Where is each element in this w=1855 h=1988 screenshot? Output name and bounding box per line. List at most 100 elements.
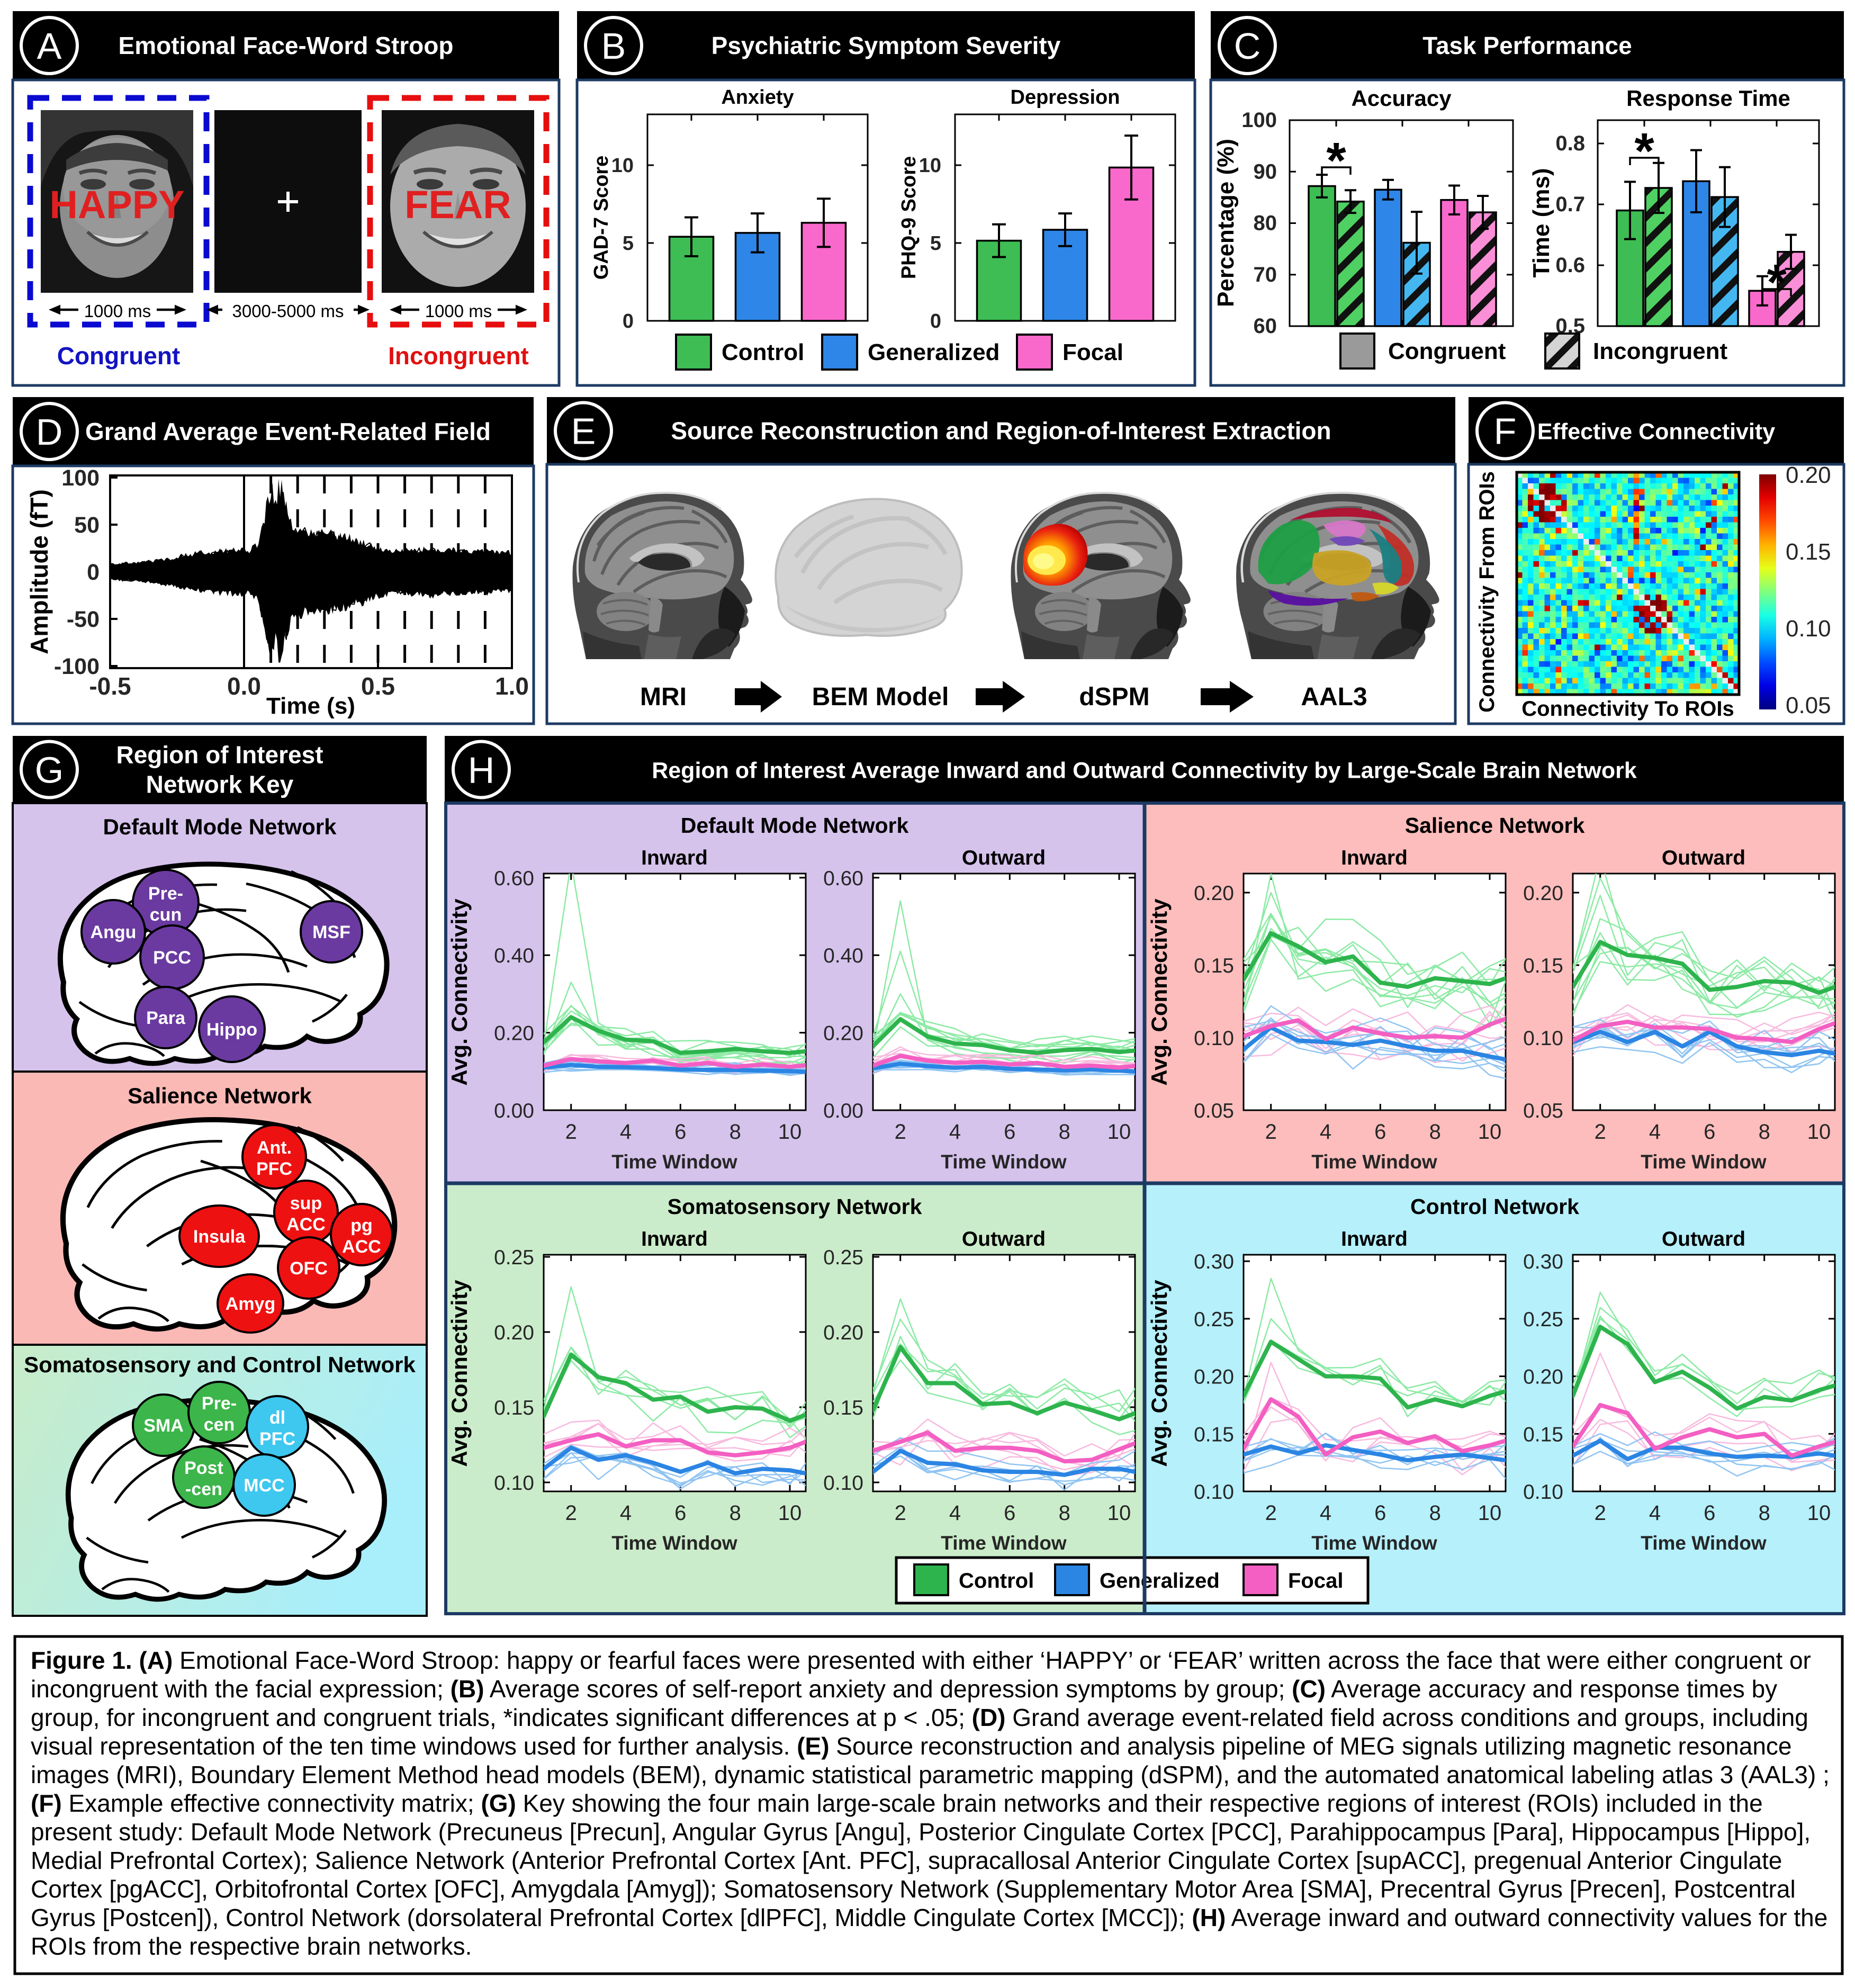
svg-text:Response Time: Response Time <box>1626 86 1790 111</box>
svg-text:Incongruent: Incongruent <box>1593 338 1728 364</box>
svg-text:4: 4 <box>1320 1501 1331 1525</box>
svg-text:0.20: 0.20 <box>1786 462 1831 488</box>
svg-text:50: 50 <box>74 512 100 538</box>
svg-text:Connectivity To ROIs: Connectivity To ROIs <box>1521 697 1734 721</box>
svg-text:Salience Network: Salience Network <box>128 1083 312 1108</box>
svg-text:dSPM: dSPM <box>1079 683 1149 711</box>
svg-text:Time Window: Time Window <box>611 1151 737 1173</box>
svg-text:Connectivity From ROIs: Connectivity From ROIs <box>1475 471 1499 713</box>
svg-text:E: E <box>571 411 596 452</box>
svg-text:incongruent with the facial ex: incongruent with the facial expression; … <box>31 1675 1777 1703</box>
svg-text:images (MRI), Boundary Element: images (MRI), Boundary Element Method he… <box>31 1761 1830 1788</box>
svg-text:Inward: Inward <box>1341 1228 1408 1251</box>
svg-text:10: 10 <box>778 1120 802 1144</box>
svg-text:2: 2 <box>895 1120 906 1144</box>
svg-text:0.25: 0.25 <box>823 1246 863 1269</box>
svg-text:cun: cun <box>150 905 182 925</box>
svg-text:8: 8 <box>730 1120 741 1144</box>
svg-text:Insula: Insula <box>193 1227 246 1247</box>
svg-text:Outward: Outward <box>1662 847 1745 869</box>
svg-text:MRI: MRI <box>640 683 687 711</box>
svg-text:4: 4 <box>949 1501 961 1525</box>
svg-text:6: 6 <box>1704 1120 1715 1144</box>
svg-text:G: G <box>35 750 64 791</box>
svg-text:10: 10 <box>1478 1501 1502 1525</box>
svg-text:0.40: 0.40 <box>494 944 534 967</box>
svg-text:0.6: 0.6 <box>1555 254 1585 277</box>
svg-text:Cortex [pgACC], Orbitofrontal: Cortex [pgACC], Orbitofrontal Cortex [OF… <box>31 1875 1796 1903</box>
svg-text:6: 6 <box>1374 1501 1386 1525</box>
svg-text:group, for incongruent and con: group, for incongruent and congruent tri… <box>31 1704 1808 1731</box>
svg-text:2: 2 <box>1595 1501 1606 1525</box>
svg-text:Avg. Connectivity: Avg. Connectivity <box>447 1280 472 1467</box>
svg-text:1000 ms: 1000 ms <box>425 301 492 321</box>
svg-text:HAPPY: HAPPY <box>50 183 185 227</box>
svg-text:0.15: 0.15 <box>1523 955 1563 977</box>
svg-text:Pre-: Pre- <box>148 884 183 904</box>
svg-text:D: D <box>36 411 63 453</box>
svg-text:MSF: MSF <box>312 922 350 942</box>
svg-text:Angu: Angu <box>91 922 137 942</box>
svg-text:10: 10 <box>778 1501 802 1525</box>
svg-text:ACC: ACC <box>342 1237 381 1257</box>
svg-text:0.25: 0.25 <box>494 1246 534 1269</box>
svg-text:Outward: Outward <box>962 1228 1046 1251</box>
svg-text:Source Reconstruction and Regi: Source Reconstruction and Region-of-Inte… <box>671 417 1331 445</box>
svg-text:0.7: 0.7 <box>1555 193 1585 216</box>
svg-text:Control: Control <box>722 339 804 365</box>
svg-text:*: * <box>1326 132 1346 189</box>
svg-text:Amyg: Amyg <box>226 1294 275 1314</box>
svg-text:PCC: PCC <box>153 948 191 968</box>
svg-text:Focal: Focal <box>1288 1569 1343 1593</box>
svg-text:Effective Connectivity: Effective Connectivity <box>1537 419 1775 445</box>
svg-text:Grand Average Event-Related Fi: Grand Average Event-Related Field <box>85 418 491 445</box>
svg-text:6: 6 <box>674 1501 686 1525</box>
svg-text:ACC: ACC <box>286 1215 326 1235</box>
svg-text:2: 2 <box>1595 1120 1606 1144</box>
svg-text:0.20: 0.20 <box>1523 1366 1563 1389</box>
svg-text:10: 10 <box>1478 1120 1502 1144</box>
svg-text:Inward: Inward <box>641 847 708 869</box>
svg-text:F: F <box>1494 411 1517 452</box>
svg-text:Time Window: Time Window <box>1311 1151 1437 1173</box>
svg-text:8: 8 <box>730 1501 741 1525</box>
svg-text:10: 10 <box>1107 1501 1131 1525</box>
svg-text:Time (s): Time (s) <box>266 693 355 719</box>
svg-text:Network Key: Network Key <box>146 771 294 798</box>
svg-text:0: 0 <box>87 560 100 585</box>
svg-text:4: 4 <box>620 1120 632 1144</box>
svg-text:0.20: 0.20 <box>494 1321 534 1344</box>
svg-text:-50: -50 <box>67 607 100 632</box>
svg-text:6: 6 <box>674 1120 686 1144</box>
svg-text:6: 6 <box>1004 1501 1015 1525</box>
svg-text:0.15: 0.15 <box>1194 955 1234 977</box>
svg-text:Accuracy: Accuracy <box>1351 86 1452 111</box>
svg-text:0.20: 0.20 <box>1523 882 1563 905</box>
svg-text:2: 2 <box>565 1120 577 1144</box>
svg-text:Ant.: Ant. <box>257 1138 292 1158</box>
svg-text:0.15: 0.15 <box>823 1397 863 1419</box>
svg-text:Percentage (%): Percentage (%) <box>1213 139 1239 307</box>
svg-text:Generalized: Generalized <box>868 339 999 365</box>
svg-text:Time Window: Time Window <box>611 1532 737 1554</box>
svg-text:0.10: 0.10 <box>494 1472 534 1495</box>
svg-text:4: 4 <box>1649 1501 1661 1525</box>
svg-text:Inward: Inward <box>1341 847 1408 869</box>
svg-text:PFC: PFC <box>256 1159 292 1179</box>
svg-text:Somatosensory Network: Somatosensory Network <box>668 1194 922 1219</box>
svg-text:Focal: Focal <box>1062 339 1123 365</box>
svg-text:0.20: 0.20 <box>1194 882 1234 905</box>
svg-text:Default Mode Network: Default Mode Network <box>681 813 909 838</box>
svg-text:Amplitude (fT): Amplitude (fT) <box>25 489 53 654</box>
svg-text:2: 2 <box>565 1501 577 1525</box>
svg-text:0.05: 0.05 <box>1786 692 1831 718</box>
svg-text:Time Window: Time Window <box>941 1151 1067 1173</box>
svg-text:sup: sup <box>290 1193 322 1213</box>
svg-text:PHQ-9 Score: PHQ-9 Score <box>898 156 920 279</box>
svg-text:C: C <box>1234 25 1261 67</box>
svg-text:0.60: 0.60 <box>494 867 534 890</box>
svg-text:Figure 1. (A) Emotional Face-W: Figure 1. (A) Emotional Face-Word Stroop… <box>31 1647 1811 1674</box>
svg-text:A: A <box>37 25 62 67</box>
svg-text:0.05: 0.05 <box>1523 1100 1563 1122</box>
svg-text:Post: Post <box>184 1458 223 1478</box>
